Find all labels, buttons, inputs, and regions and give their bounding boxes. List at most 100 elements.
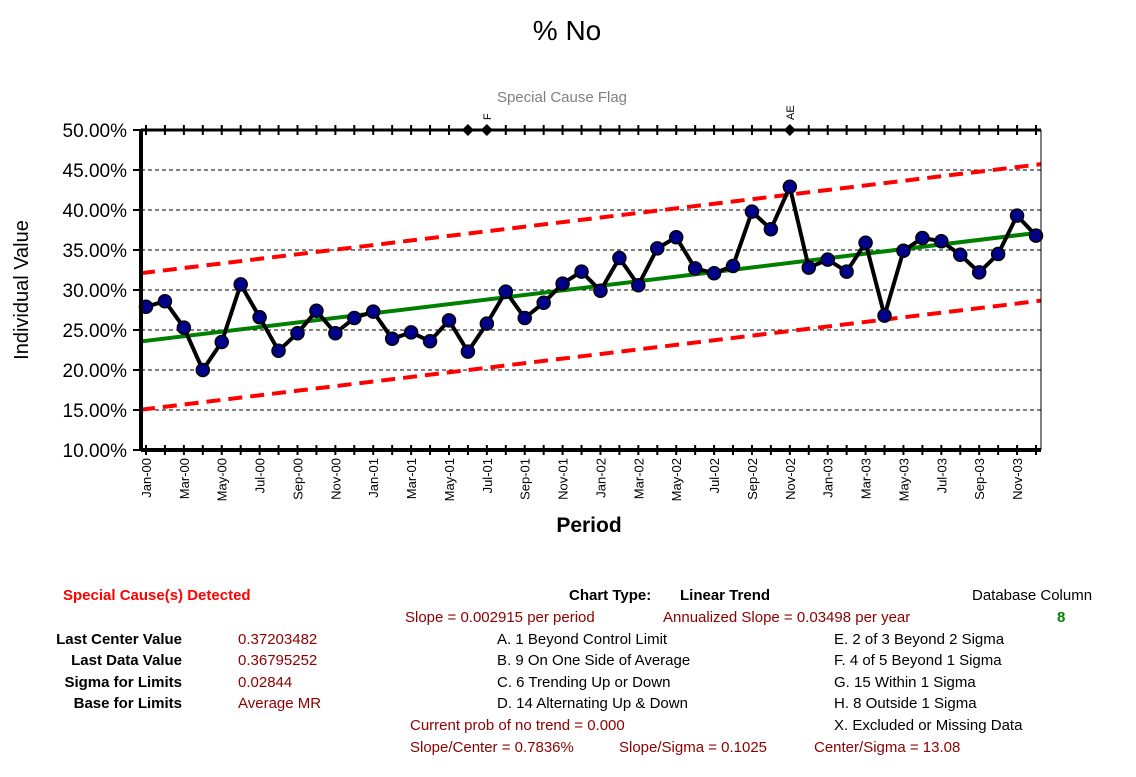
rule-item: F. 4 of 5 Beyond 1 Sigma [834,652,1002,669]
data-point [858,235,873,251]
data-point [820,252,835,267]
x-tick-label: Mar-01 [404,458,419,499]
data-point [536,295,551,311]
flag-label: Special Cause Flag [497,89,627,106]
stat-value: 0.02844 [238,674,293,691]
flag-marker [461,124,474,136]
data-point [612,250,627,266]
x-tick-label: May-01 [442,458,457,501]
chart-type-value: Linear Trend [680,587,771,604]
data-point [252,309,267,325]
x-tick-label: Sep-00 [290,458,305,500]
grid [141,169,1041,411]
stat-label: Sigma for Limits [64,674,182,691]
data-point [593,283,608,299]
data-point [403,325,419,340]
y-tick-label: 35.00% [63,241,128,262]
chart-type-label: Chart Type: [569,587,652,604]
data-point [1028,228,1044,243]
flag-code-label: AE [785,105,797,120]
x-tick-label: Jan-03 [821,458,836,498]
data-point [953,247,968,263]
stat-label: Last Data Value [71,652,182,669]
data-point [896,243,911,259]
database-column-value: 8 [1057,609,1066,626]
data-point [934,233,949,249]
x-tick-label: May-02 [669,458,684,501]
data-point [479,316,495,331]
slope-text: Slope = 0.002915 per period [405,609,595,626]
x-tick-label: May-00 [215,458,230,501]
x-tick-label: Mar-03 [859,458,874,499]
stat-value: Average MR [238,695,322,712]
data-point [990,246,1006,262]
x-tick-label: Sep-03 [972,458,987,500]
y-tick-label: 40.00% [63,201,128,222]
x-tick-label: Nov-03 [1010,458,1025,500]
y-tick-label: 25.00% [63,321,128,342]
data-point [384,331,400,347]
data-point [365,304,381,319]
data-point [650,241,665,256]
y-tick-label: 50.00% [63,121,128,142]
data-point [555,276,570,291]
data-point [517,310,532,326]
y-tick-label: 10.00% [63,441,128,462]
data-point [915,230,930,246]
x-tick-label: Nov-01 [556,458,571,500]
database-column-label: Database Column [972,587,1093,604]
data-point [706,265,722,281]
y-tick-label: 20.00% [63,361,128,382]
data-point [176,320,192,335]
annualized-slope-text: Annualized Slope = 0.03498 per year [663,609,911,626]
data-point [195,362,211,378]
data-point [233,277,248,292]
x-tick-label: May-03 [896,458,911,501]
series-line [145,184,1038,372]
data-point [347,310,362,326]
trend-line [140,230,1042,344]
x-tick-label: Mar-00 [177,458,192,499]
rule-item: H. 8 Outside 1 Sigma [834,695,977,712]
chart-svg: % No Special Cause Flag 10.00% 15.00% 20.0… [11,15,1044,537]
data-point [460,344,476,359]
data-point [1009,208,1025,223]
prob-no-trend-text: Current prob of no trend = 0.000 [410,717,625,734]
x-axis-label: Period [556,514,621,537]
data-point [498,284,514,299]
data-point [744,204,760,219]
special-cause-text: Special Cause(s) Detected [63,587,251,604]
stat-value: 0.36795252 [238,652,318,669]
flag-marker [480,124,493,136]
x-tick-label: Jul-02 [707,458,722,493]
center-sigma-text: Center/Sigma = 13.08 [814,739,961,756]
series [138,179,1044,378]
data-point [271,343,286,359]
data-point [214,334,229,350]
data-point [782,179,798,195]
y-axis-label: Individual Value [11,220,33,360]
data-point [328,325,343,341]
axes: 10.00% 15.00% 20.00% 25.00% 30.00% 35.00% 40.0… [63,105,1042,501]
flag-marker [783,124,796,136]
limits [140,162,1042,412]
data-point [839,264,854,279]
slope-sigma-text: Slope/Sigma = 0.1025 [619,739,768,756]
slope-center-text: Slope/Center = 0.7836% [410,739,574,756]
x-tick-label: Jan-00 [139,458,154,498]
x-tick-label: Nov-02 [783,458,798,500]
y-tick-label: 45.00% [63,161,128,182]
stat-value: 0.37203482 [238,631,318,648]
rule-item: E. 2 of 3 Beyond 2 Sigma [834,631,1005,648]
chart-title: % No [533,15,601,46]
rule-item: G. 15 Within 1 Sigma [834,674,976,691]
y-tick-label: 30.00% [63,281,128,302]
x-tick-label: Sep-02 [745,458,760,500]
data-point [157,293,173,309]
data-point [631,277,646,293]
x-tick-label: Jan-02 [593,458,608,498]
data-point [309,303,324,319]
rule-item: A. 1 Beyond Control Limit [497,631,668,648]
data-point [801,260,817,275]
data-point [290,325,305,341]
